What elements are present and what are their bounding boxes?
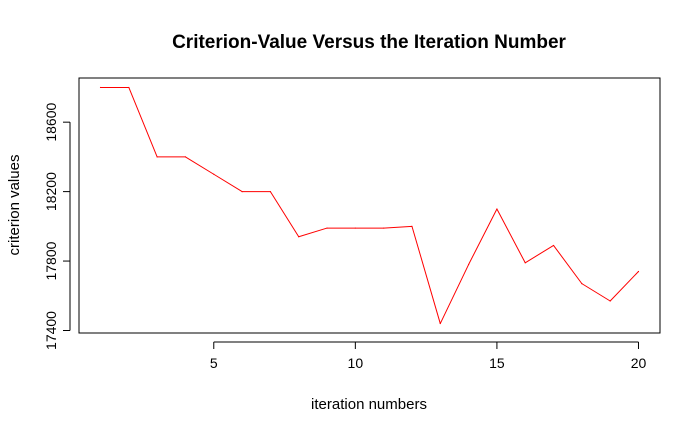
- y-axis-label: criterion values: [6, 155, 23, 256]
- data-point: [637, 270, 640, 273]
- data-point: [326, 227, 328, 229]
- data-point: [184, 156, 187, 158]
- data-point: [156, 156, 158, 158]
- data-point: [609, 300, 611, 302]
- data-point: [128, 86, 130, 89]
- x-tick-label: 15: [489, 355, 505, 371]
- series-layer: [99, 86, 640, 325]
- x-axis-label: iteration numbers: [311, 396, 427, 413]
- data-point: [354, 227, 356, 229]
- data-point: [298, 236, 300, 238]
- data-point: [383, 227, 385, 229]
- y-tick-label: 18200: [43, 172, 59, 211]
- plot-frame: [78, 77, 661, 334]
- data-point: [269, 191, 271, 193]
- data-point: [581, 283, 583, 285]
- data-point: [524, 262, 526, 264]
- x-tick-label: 20: [631, 355, 647, 371]
- y-tick-label: 17800: [43, 241, 59, 280]
- data-point: [411, 225, 413, 227]
- data-point: [552, 244, 555, 247]
- data-point: [496, 208, 498, 210]
- data-point: [241, 191, 243, 193]
- series-line-0: [100, 86, 639, 325]
- y-tick-label: 18600: [43, 102, 59, 141]
- y-axis: 17400 17800 18200 18600: [43, 102, 71, 350]
- x-tick-label: 5: [210, 355, 218, 371]
- data-point: [439, 322, 441, 325]
- chart-title: Criterion-Value Versus the Iteration Num…: [172, 32, 566, 53]
- x-axis: 5 10 15 20: [210, 341, 647, 371]
- data-point: [468, 263, 470, 266]
- y-tick-label: 17400: [43, 311, 59, 350]
- x-tick-label: 10: [348, 355, 364, 371]
- data-point: [213, 173, 215, 175]
- data-point: [99, 86, 102, 89]
